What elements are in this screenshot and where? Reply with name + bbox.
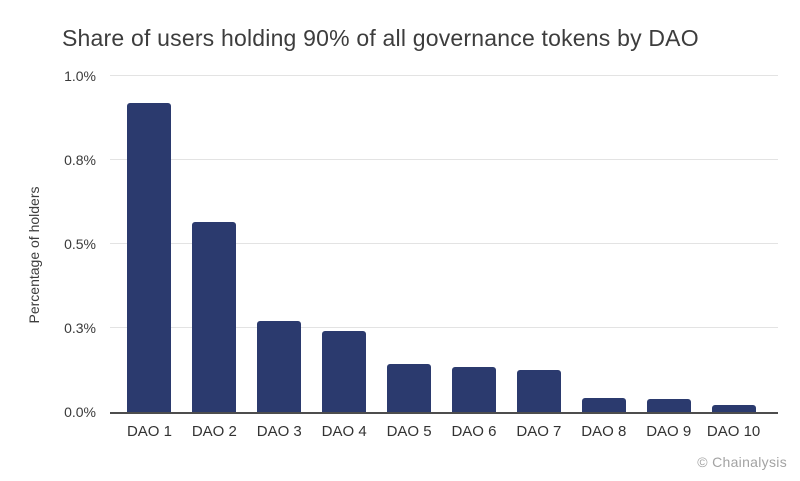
bar-dao-10 [711,404,756,412]
bar-dao-9 [646,399,691,412]
gridline [110,327,778,328]
bar-slot [182,76,247,412]
x-tick-label: DAO 1 [126,423,172,440]
bar-slot [636,76,701,412]
bar-slot [442,76,507,412]
x-tick-label: DAO 9 [646,423,692,440]
bar-dao-7 [516,370,561,412]
x-tick-label: DAO 10 [706,423,761,440]
bar-slot [701,76,766,412]
gridline [110,159,778,160]
bar-dao-8 [581,397,626,412]
y-tick-label: 0.0% [64,404,96,420]
y-tick-label: 0.3% [64,320,96,336]
x-tick-label: DAO 3 [256,423,302,440]
x-tick-label: DAO 8 [581,423,627,440]
attribution: © Chainalysis [697,454,787,470]
bar-dao-1 [127,102,172,412]
gridlines [110,75,778,412]
bar-dao-3 [257,321,302,412]
chart-title: Share of users holding 90% of all govern… [62,25,699,51]
bar-dao-2 [192,222,237,412]
bar-slot [377,76,442,412]
x-tick-label: DAO 6 [451,423,497,440]
x-tick-label: DAO 5 [386,423,432,440]
bar-slot [117,76,182,412]
x-tick-label: DAO 2 [191,423,237,440]
x-axis-tick-labels: DAO 1 DAO 2 DAO 3 DAO 4 DAO 5 DAO 6 DAO 7 DAO 8… [110,414,778,440]
gridline [110,75,778,76]
y-tick-label: 1.0% [64,68,96,84]
bar-slot [312,76,377,412]
bar-series [110,76,778,412]
bar-dao-4 [322,330,367,412]
x-tick-label: DAO 7 [516,423,562,440]
gridline [110,243,778,244]
x-tick-label: DAO 4 [321,423,367,440]
bar-slot [571,76,636,412]
y-axis-tick-labels: 0.0% 0.3% 0.5% 0.8% 1.0% [0,68,96,420]
bar-dao-5 [387,363,432,412]
bar-dao-6 [451,367,496,412]
y-tick-label: 0.8% [64,152,96,168]
bar-slot [247,76,312,412]
bar-slot [506,76,571,412]
plot-area [110,75,778,414]
y-tick-label: 0.5% [64,236,96,252]
